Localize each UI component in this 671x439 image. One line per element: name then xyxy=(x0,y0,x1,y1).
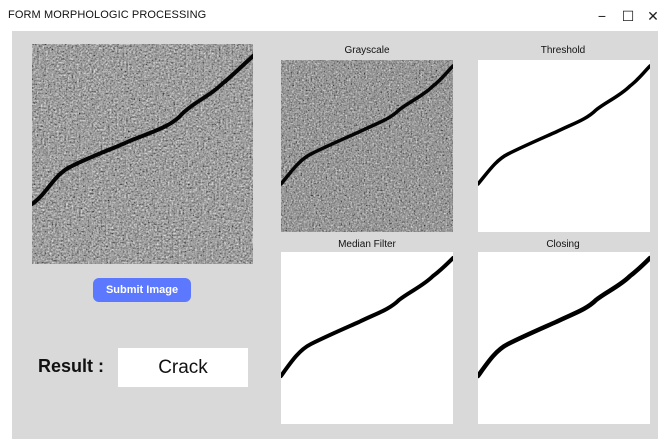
maximize-icon[interactable]: ☐ xyxy=(621,7,635,24)
close-icon[interactable]: ✕ xyxy=(647,7,659,24)
result-value: Crack xyxy=(118,348,248,387)
closing-caption: Closing xyxy=(546,239,580,250)
submit-image-button[interactable]: Submit Image xyxy=(93,278,191,302)
grayscale-image xyxy=(281,60,453,232)
minimize-icon[interactable]: − xyxy=(597,8,607,24)
original-image xyxy=(32,44,253,264)
median-filter-caption: Median Filter xyxy=(338,239,396,250)
closing-image xyxy=(478,252,650,424)
median-filter-image xyxy=(281,252,453,424)
window-title: FORM MORPHOLOGIC PROCESSING xyxy=(8,9,207,21)
grayscale-caption: Grayscale xyxy=(344,45,390,56)
result-label: Result : xyxy=(38,356,105,376)
threshold-caption: Threshold xyxy=(540,45,586,56)
title-bar: FORM MORPHOLOGIC PROCESSING − ☐ ✕ xyxy=(0,0,671,31)
threshold-image xyxy=(478,60,650,232)
